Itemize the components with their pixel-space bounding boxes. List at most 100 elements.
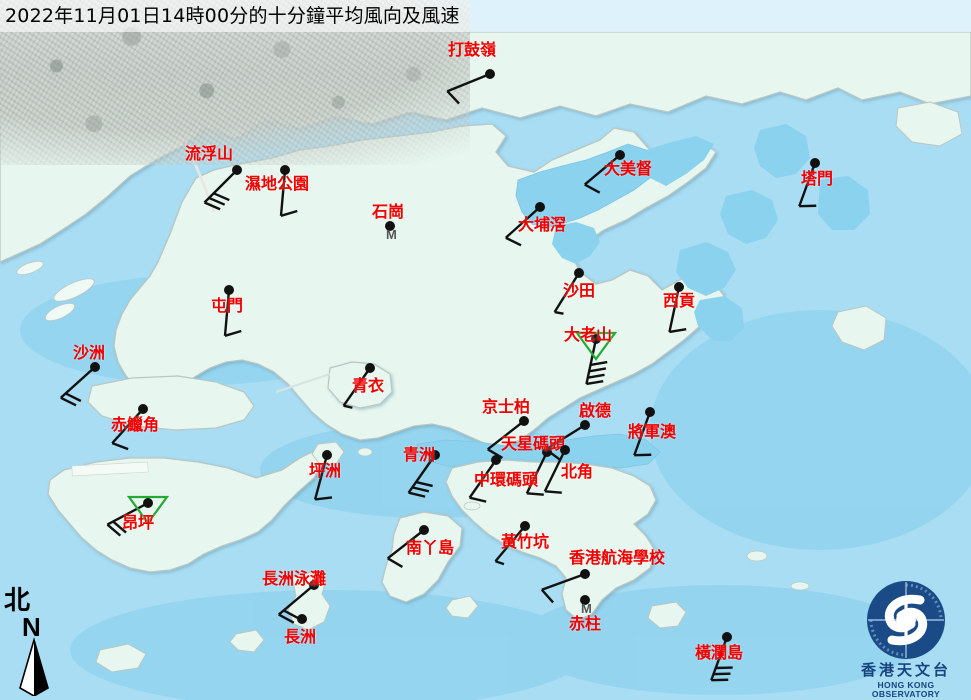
wind-barb-icon — [543, 449, 567, 494]
station-dot — [535, 202, 545, 212]
logo-text-cn: 香港天文台 — [860, 661, 951, 679]
station-dot — [365, 363, 375, 373]
station-label: 長洲 — [284, 627, 317, 646]
airport-runway — [71, 461, 149, 477]
wind-barb-icon — [553, 272, 581, 315]
wind-barb-icon — [585, 338, 608, 386]
station-label: 大埔滘 — [518, 215, 567, 234]
wind-barb-icon — [505, 206, 541, 247]
station-dot — [615, 150, 625, 160]
station-dot — [309, 580, 319, 590]
station-label: 打鼓嶺 — [448, 40, 497, 59]
tolo-channel-water — [646, 136, 714, 186]
wind-barb-icon — [111, 408, 144, 451]
wind-barb-icon — [106, 501, 149, 537]
station-dot — [419, 525, 429, 535]
highland-station-triangle-icon — [574, 331, 618, 361]
wind-barb-icon — [277, 584, 315, 624]
tsing-ma-bridge — [275, 372, 331, 394]
station-label: 濕地公園 — [245, 174, 310, 193]
station-label: 青洲 — [403, 445, 436, 464]
wind-barb-icon — [525, 451, 549, 496]
station-dot — [232, 165, 242, 175]
wind-barb-icon — [798, 162, 817, 208]
wind-barb-icon — [710, 636, 733, 682]
sai-kung-inlets — [676, 124, 870, 342]
station-label: 沙田 — [563, 281, 596, 300]
station-label: 長洲泳灘 — [262, 569, 327, 588]
station-dot — [574, 268, 584, 278]
compass-needle-icon — [19, 637, 49, 696]
station-dot — [810, 158, 820, 168]
station-dot — [519, 416, 529, 426]
wind-barb-icon — [468, 459, 497, 503]
station-label: 青衣 — [352, 376, 385, 395]
southern-islets — [95, 101, 963, 673]
station-label: 屯門 — [211, 296, 244, 315]
station-label: 流浮山 — [185, 144, 234, 163]
wind-barb-icon — [223, 289, 242, 337]
wind-barb-icon — [313, 454, 333, 501]
station-label: 石崗 — [372, 202, 405, 221]
station-label: 啟德 — [579, 401, 612, 420]
station-dot — [560, 445, 570, 455]
station-dot — [430, 450, 440, 460]
station-label: 天星碼頭 — [501, 434, 566, 453]
wind-barb-icon — [203, 169, 238, 211]
station-label: 赤鱲角 — [111, 415, 160, 434]
hko-logo: 香港天文台 HONG KONG OBSERVATORY — [845, 578, 967, 698]
station-dot — [542, 447, 552, 457]
station-dot — [580, 420, 590, 430]
station-dot — [645, 407, 655, 417]
station-label: 昂坪 — [122, 513, 155, 532]
wind-barb-icon — [540, 572, 586, 604]
tsing-yi-island — [327, 361, 393, 409]
station-dot — [280, 165, 290, 175]
station-label: 大老山 — [564, 325, 613, 344]
station-label: 京士柏 — [482, 397, 531, 416]
wind-barb-icon — [387, 529, 425, 568]
station-dot — [674, 282, 684, 292]
hong-kong-island — [445, 459, 657, 621]
title-bar: 2022年11月01日14時00分的十分鐘平均風向及風速 — [0, 0, 971, 32]
station-label: 北角 — [561, 462, 594, 481]
station-dot — [491, 455, 501, 465]
station-label: 大美督 — [604, 159, 653, 178]
station-dot — [322, 450, 332, 460]
wind-barb-icon — [668, 286, 687, 334]
station-dot — [580, 569, 590, 579]
station-dot — [297, 614, 307, 624]
station-label: 坪洲 — [309, 461, 342, 480]
station-dot — [520, 521, 530, 531]
station-dot — [722, 632, 732, 642]
wind-barb-icon — [279, 169, 298, 217]
compass-label-n: N — [22, 612, 41, 642]
wind-barb-icon — [342, 367, 371, 409]
wind-barb-icon — [446, 72, 491, 105]
station-label: 赤柱 — [569, 614, 602, 633]
page-title: 2022年11月01日14時00分的十分鐘平均風向及風速 — [5, 4, 460, 27]
harbour-islets — [357, 447, 810, 591]
station-label: 塔門 — [801, 169, 834, 188]
wind-barb-icon — [633, 411, 652, 457]
station-label: 沙洲 — [73, 343, 106, 362]
wind-barb-icon — [407, 454, 436, 498]
mean-wind-marker: M — [386, 227, 397, 242]
hko-logo-icon — [867, 581, 945, 659]
station-label: 黃竹坑 — [501, 532, 550, 551]
station-dot — [580, 595, 590, 605]
station-dot — [385, 221, 395, 231]
wind-barb-icon — [60, 366, 96, 407]
station-dot — [143, 498, 153, 508]
station-dot — [485, 69, 495, 79]
highland-station-triangle-icon — [126, 495, 170, 525]
station-label: 香港航海學校 — [569, 548, 666, 567]
mean-wind-marker: M — [581, 601, 592, 616]
station-label: 中環碼頭 — [474, 470, 539, 489]
sha-chau-islets — [16, 260, 95, 322]
wind-barb-icon — [494, 525, 526, 566]
station-dot — [90, 362, 100, 372]
